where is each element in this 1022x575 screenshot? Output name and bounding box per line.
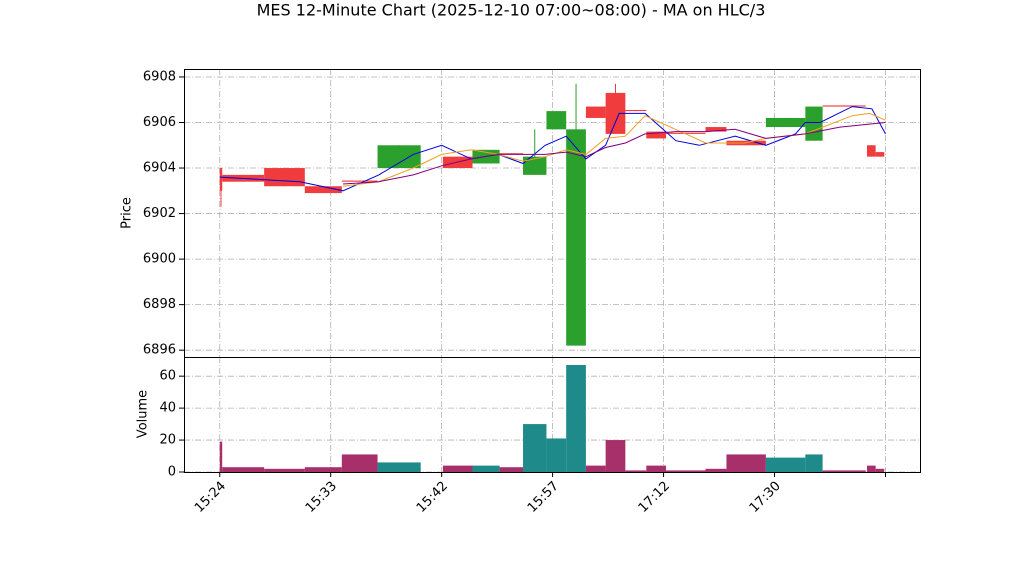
volume-bar <box>666 470 706 472</box>
volume-bar <box>442 465 473 472</box>
x-tick-label: 17:12 <box>636 479 673 516</box>
candle-body <box>566 129 586 346</box>
y2-tick-label: 40 <box>159 401 176 416</box>
volume-bar <box>341 454 378 472</box>
candle-body <box>705 127 727 132</box>
volume-bar <box>523 424 547 472</box>
volume-bar <box>546 438 567 472</box>
y2-tick-label: 0 <box>168 465 176 480</box>
volume-bar <box>499 467 524 472</box>
volume-bar <box>726 454 766 472</box>
y2-tick-label: 60 <box>159 369 176 384</box>
y-axis-label: Price <box>120 197 135 229</box>
volume-bar <box>805 454 823 472</box>
y-tick-label: 6902 <box>143 206 176 221</box>
volume-bar <box>822 470 866 472</box>
x-tick-label: 15:57 <box>525 479 562 516</box>
candle-body <box>646 131 667 139</box>
y2-tick-label: 20 <box>159 433 176 448</box>
ma-line <box>342 122 886 185</box>
volume-axis-label: Volume <box>136 390 151 438</box>
candle-body <box>605 92 626 134</box>
ma-line <box>219 106 886 192</box>
candle-body <box>546 111 567 130</box>
candle-body <box>341 180 378 182</box>
x-tick-label: 15:33 <box>303 479 340 516</box>
x-tick-label: 17:30 <box>747 479 784 516</box>
x-tick-label: 15:42 <box>414 479 451 516</box>
volume-bar <box>875 468 885 472</box>
volume-bar <box>304 467 342 472</box>
candle-body <box>822 105 866 107</box>
y-tick-label: 6904 <box>143 161 176 176</box>
volume-bar <box>625 470 647 472</box>
candle-body <box>585 106 606 118</box>
candle-body <box>765 117 806 128</box>
candle-body <box>875 152 885 157</box>
y-tick-label: 6900 <box>143 252 176 267</box>
volume-bar <box>566 364 586 472</box>
y-tick-label: 6896 <box>143 343 176 358</box>
y-tick-label: 6898 <box>143 297 176 312</box>
chart-title: MES 12-Minute Chart (2025-12-10 07:00~08… <box>257 1 766 20</box>
candle-body <box>219 168 223 191</box>
candle-body <box>523 156 547 175</box>
candle-body <box>377 145 421 169</box>
volume-bar <box>646 465 667 472</box>
volume-bar <box>605 440 626 472</box>
plot-area: 15:24 15:33 15:42 15:57 17:12 17:30 6896 6898 69… <box>143 69 920 516</box>
candle-body <box>625 109 647 112</box>
volume-bar <box>472 465 500 472</box>
volume-bar <box>222 467 265 472</box>
candle-body <box>304 186 342 194</box>
candle-body <box>805 106 823 141</box>
volume-frame <box>184 357 921 473</box>
volume-bar <box>219 441 223 472</box>
volume-bar <box>585 465 606 472</box>
volume-bar <box>705 468 727 472</box>
candle-body <box>264 168 305 187</box>
volume-bar <box>866 465 876 472</box>
candle-body <box>866 145 876 157</box>
y-tick-label: 6906 <box>143 115 176 130</box>
candle-body <box>499 153 524 155</box>
y-tick-label: 6908 <box>143 69 176 84</box>
volume-bar <box>377 462 421 472</box>
candle-body <box>666 132 706 134</box>
volume-bar <box>765 457 806 472</box>
volume-bar <box>264 468 305 472</box>
x-tick-label: 15:24 <box>192 479 229 516</box>
